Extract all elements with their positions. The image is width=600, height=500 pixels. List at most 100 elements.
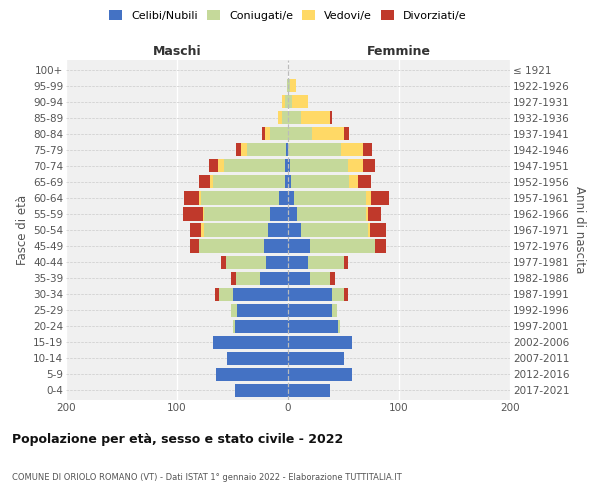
Bar xyxy=(290,79,296,92)
Bar xyxy=(348,160,364,172)
Bar xyxy=(190,224,202,236)
Bar xyxy=(288,304,332,317)
Bar xyxy=(284,176,288,188)
Bar xyxy=(288,224,301,236)
Bar xyxy=(308,256,343,268)
Bar xyxy=(199,192,202,204)
Bar xyxy=(288,352,343,365)
Bar xyxy=(202,192,279,204)
Bar xyxy=(358,176,371,188)
Y-axis label: Fasce di età: Fasce di età xyxy=(16,195,29,265)
Bar xyxy=(287,79,288,92)
Bar xyxy=(288,336,352,349)
Bar xyxy=(374,240,386,252)
Bar xyxy=(268,224,288,236)
Bar xyxy=(370,224,386,236)
Bar xyxy=(241,143,247,156)
Bar xyxy=(278,111,283,124)
Bar xyxy=(209,160,218,172)
Text: Popolazione per età, sesso e stato civile - 2022: Popolazione per età, sesso e stato civil… xyxy=(12,432,343,446)
Bar xyxy=(216,368,288,381)
Bar xyxy=(199,176,211,188)
Bar xyxy=(332,288,343,300)
Bar xyxy=(332,304,337,317)
Bar xyxy=(184,192,199,204)
Bar xyxy=(265,127,270,140)
Bar xyxy=(284,95,288,108)
Bar xyxy=(288,95,292,108)
Bar xyxy=(366,192,371,204)
Bar xyxy=(262,127,265,140)
Bar xyxy=(288,176,292,188)
Bar xyxy=(218,160,224,172)
Bar xyxy=(202,224,203,236)
Bar xyxy=(235,320,288,333)
Bar xyxy=(182,208,203,220)
Bar xyxy=(341,143,364,156)
Bar xyxy=(288,160,290,172)
Bar xyxy=(343,127,349,140)
Bar xyxy=(203,224,268,236)
Bar xyxy=(236,272,260,284)
Bar xyxy=(371,192,389,204)
Bar xyxy=(263,240,288,252)
Bar xyxy=(330,272,335,284)
Bar xyxy=(199,240,263,252)
Bar xyxy=(288,256,308,268)
Bar xyxy=(212,336,288,349)
Bar xyxy=(210,176,212,188)
Bar xyxy=(266,256,288,268)
Bar xyxy=(288,111,301,124)
Bar xyxy=(301,224,368,236)
Bar xyxy=(215,288,219,300)
Y-axis label: Anni di nascita: Anni di nascita xyxy=(573,186,586,274)
Bar xyxy=(292,95,308,108)
Bar xyxy=(232,304,237,317)
Bar xyxy=(288,320,338,333)
Bar xyxy=(235,384,288,397)
Bar xyxy=(284,160,288,172)
Bar xyxy=(288,240,310,252)
Bar xyxy=(310,272,330,284)
Bar xyxy=(226,256,266,268)
Bar xyxy=(190,240,199,252)
Bar xyxy=(237,304,288,317)
Bar xyxy=(270,208,288,220)
Bar xyxy=(368,208,381,220)
Text: COMUNE DI ORIOLO ROMANO (VT) - Dati ISTAT 1° gennaio 2022 - Elaborazione TUTTITA: COMUNE DI ORIOLO ROMANO (VT) - Dati ISTA… xyxy=(12,473,402,482)
Bar xyxy=(279,192,288,204)
Bar xyxy=(288,192,293,204)
Bar xyxy=(301,111,330,124)
Bar xyxy=(288,288,332,300)
Bar xyxy=(338,320,340,333)
Bar xyxy=(219,288,233,300)
Bar xyxy=(293,192,366,204)
Text: Maschi: Maschi xyxy=(152,46,202,59)
Bar xyxy=(292,176,349,188)
Bar xyxy=(233,288,288,300)
Bar xyxy=(270,127,288,140)
Bar xyxy=(288,368,352,381)
Bar xyxy=(349,176,358,188)
Bar xyxy=(330,111,332,124)
Bar xyxy=(288,384,330,397)
Bar xyxy=(233,320,235,333)
Bar xyxy=(288,127,313,140)
Bar xyxy=(283,95,284,108)
Bar xyxy=(310,240,374,252)
Bar xyxy=(286,143,288,156)
Bar xyxy=(236,143,241,156)
Bar xyxy=(227,352,288,365)
Bar xyxy=(288,143,341,156)
Bar xyxy=(290,160,348,172)
Bar xyxy=(221,256,226,268)
Bar xyxy=(343,256,348,268)
Bar xyxy=(366,208,368,220)
Text: Femmine: Femmine xyxy=(367,46,431,59)
Bar xyxy=(288,208,297,220)
Bar xyxy=(297,208,366,220)
Bar xyxy=(313,127,343,140)
Bar xyxy=(283,111,288,124)
Bar xyxy=(232,272,236,284)
Bar xyxy=(224,160,284,172)
